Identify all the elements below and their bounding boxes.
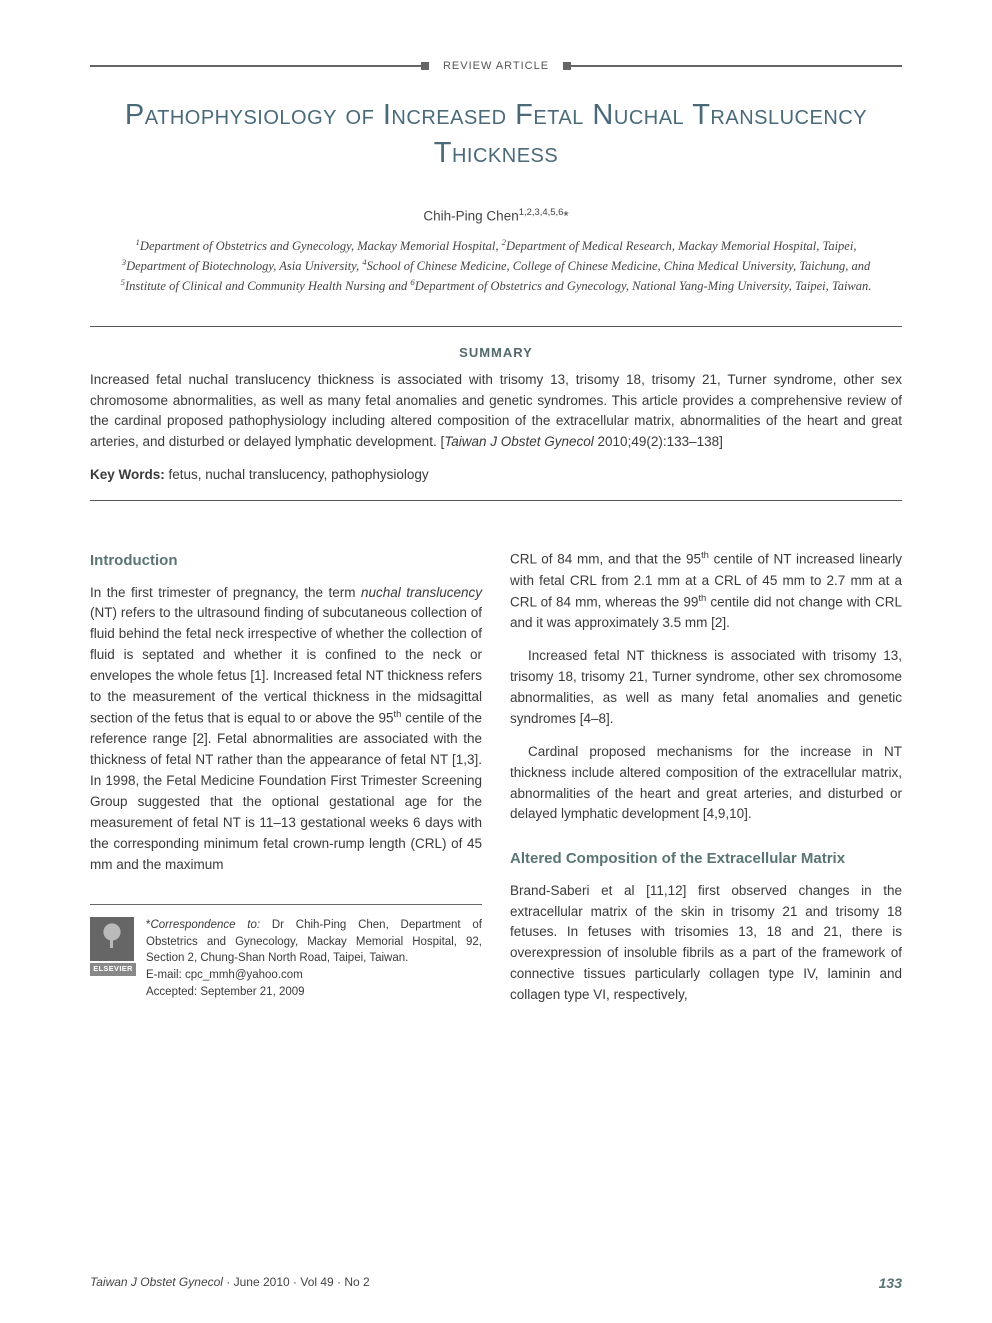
- correspondence-address: *Correspondence to: Dr Chih-Ping Chen, D…: [146, 917, 482, 967]
- rule-line-left: [90, 65, 421, 67]
- summary-text: Increased fetal nuchal translucency thic…: [90, 370, 902, 454]
- publisher-logo: ELSEVIER: [90, 917, 136, 1000]
- correspondence-text: *Correspondence to: Dr Chih-Ping Chen, D…: [146, 917, 482, 1000]
- rule-line-right: [571, 65, 902, 67]
- page: REVIEW ARTICLE Pathophysiology of Increa…: [0, 0, 992, 1323]
- affiliations: 1Department of Obstetrics and Gynecology…: [90, 236, 902, 296]
- correspondence-email: E-mail: cpc_mmh@yahoo.com: [146, 967, 482, 984]
- rule-box-left: [421, 62, 429, 70]
- article-type-label: REVIEW ARTICLE: [435, 60, 557, 72]
- section2-paragraph-1: Brand-Saberi et al [11,12] first observe…: [510, 881, 902, 1007]
- col2-paragraph-2: Increased fetal NT thickness is associat…: [510, 646, 902, 730]
- keywords: Key Words: fetus, nuchal translucency, p…: [90, 467, 902, 482]
- col2-paragraph-1: CRL of 84 mm, and that the 95th centile …: [510, 549, 902, 634]
- correspondence-box: ELSEVIER *Correspondence to: Dr Chih-Pin…: [90, 904, 482, 1000]
- summary-block: SUMMARY Increased fetal nuchal transluce…: [90, 345, 902, 483]
- summary-heading: SUMMARY: [90, 345, 902, 360]
- column-left: Introduction In the first trimester of p…: [90, 549, 482, 1018]
- divider-top: [90, 326, 902, 327]
- header-rule: REVIEW ARTICLE: [90, 60, 902, 72]
- section2-heading: Altered Composition of the Extracellular…: [510, 847, 902, 870]
- authors: Chih-Ping Chen1,2,3,4,5,6*: [90, 207, 902, 224]
- correspondence-accepted: Accepted: September 21, 2009: [146, 984, 482, 1001]
- footer-journal-name: Taiwan J Obstet Gynecol: [90, 1275, 223, 1289]
- divider-bottom: [90, 500, 902, 501]
- col2-paragraph-3: Cardinal proposed mechanisms for the inc…: [510, 742, 902, 826]
- publisher-name: ELSEVIER: [90, 963, 136, 976]
- rule-box-right: [563, 62, 571, 70]
- intro-heading: Introduction: [90, 549, 482, 572]
- two-column-body: Introduction In the first trimester of p…: [90, 549, 902, 1018]
- column-right: CRL of 84 mm, and that the 95th centile …: [510, 549, 902, 1018]
- footer-issue: · June 2010 · Vol 49 · No 2: [223, 1275, 370, 1289]
- page-footer: Taiwan J Obstet Gynecol · June 2010 · Vo…: [90, 1275, 902, 1291]
- intro-paragraph-1: In the first trimester of pregnancy, the…: [90, 583, 482, 876]
- keywords-label: Key Words:: [90, 467, 165, 482]
- article-title: Pathophysiology of Increased Fetal Nucha…: [90, 97, 902, 172]
- elsevier-tree-icon: [90, 917, 134, 961]
- footer-page-number: 133: [879, 1275, 902, 1291]
- keywords-text: fetus, nuchal translucency, pathophysiol…: [165, 467, 429, 482]
- footer-journal: Taiwan J Obstet Gynecol · June 2010 · Vo…: [90, 1275, 370, 1291]
